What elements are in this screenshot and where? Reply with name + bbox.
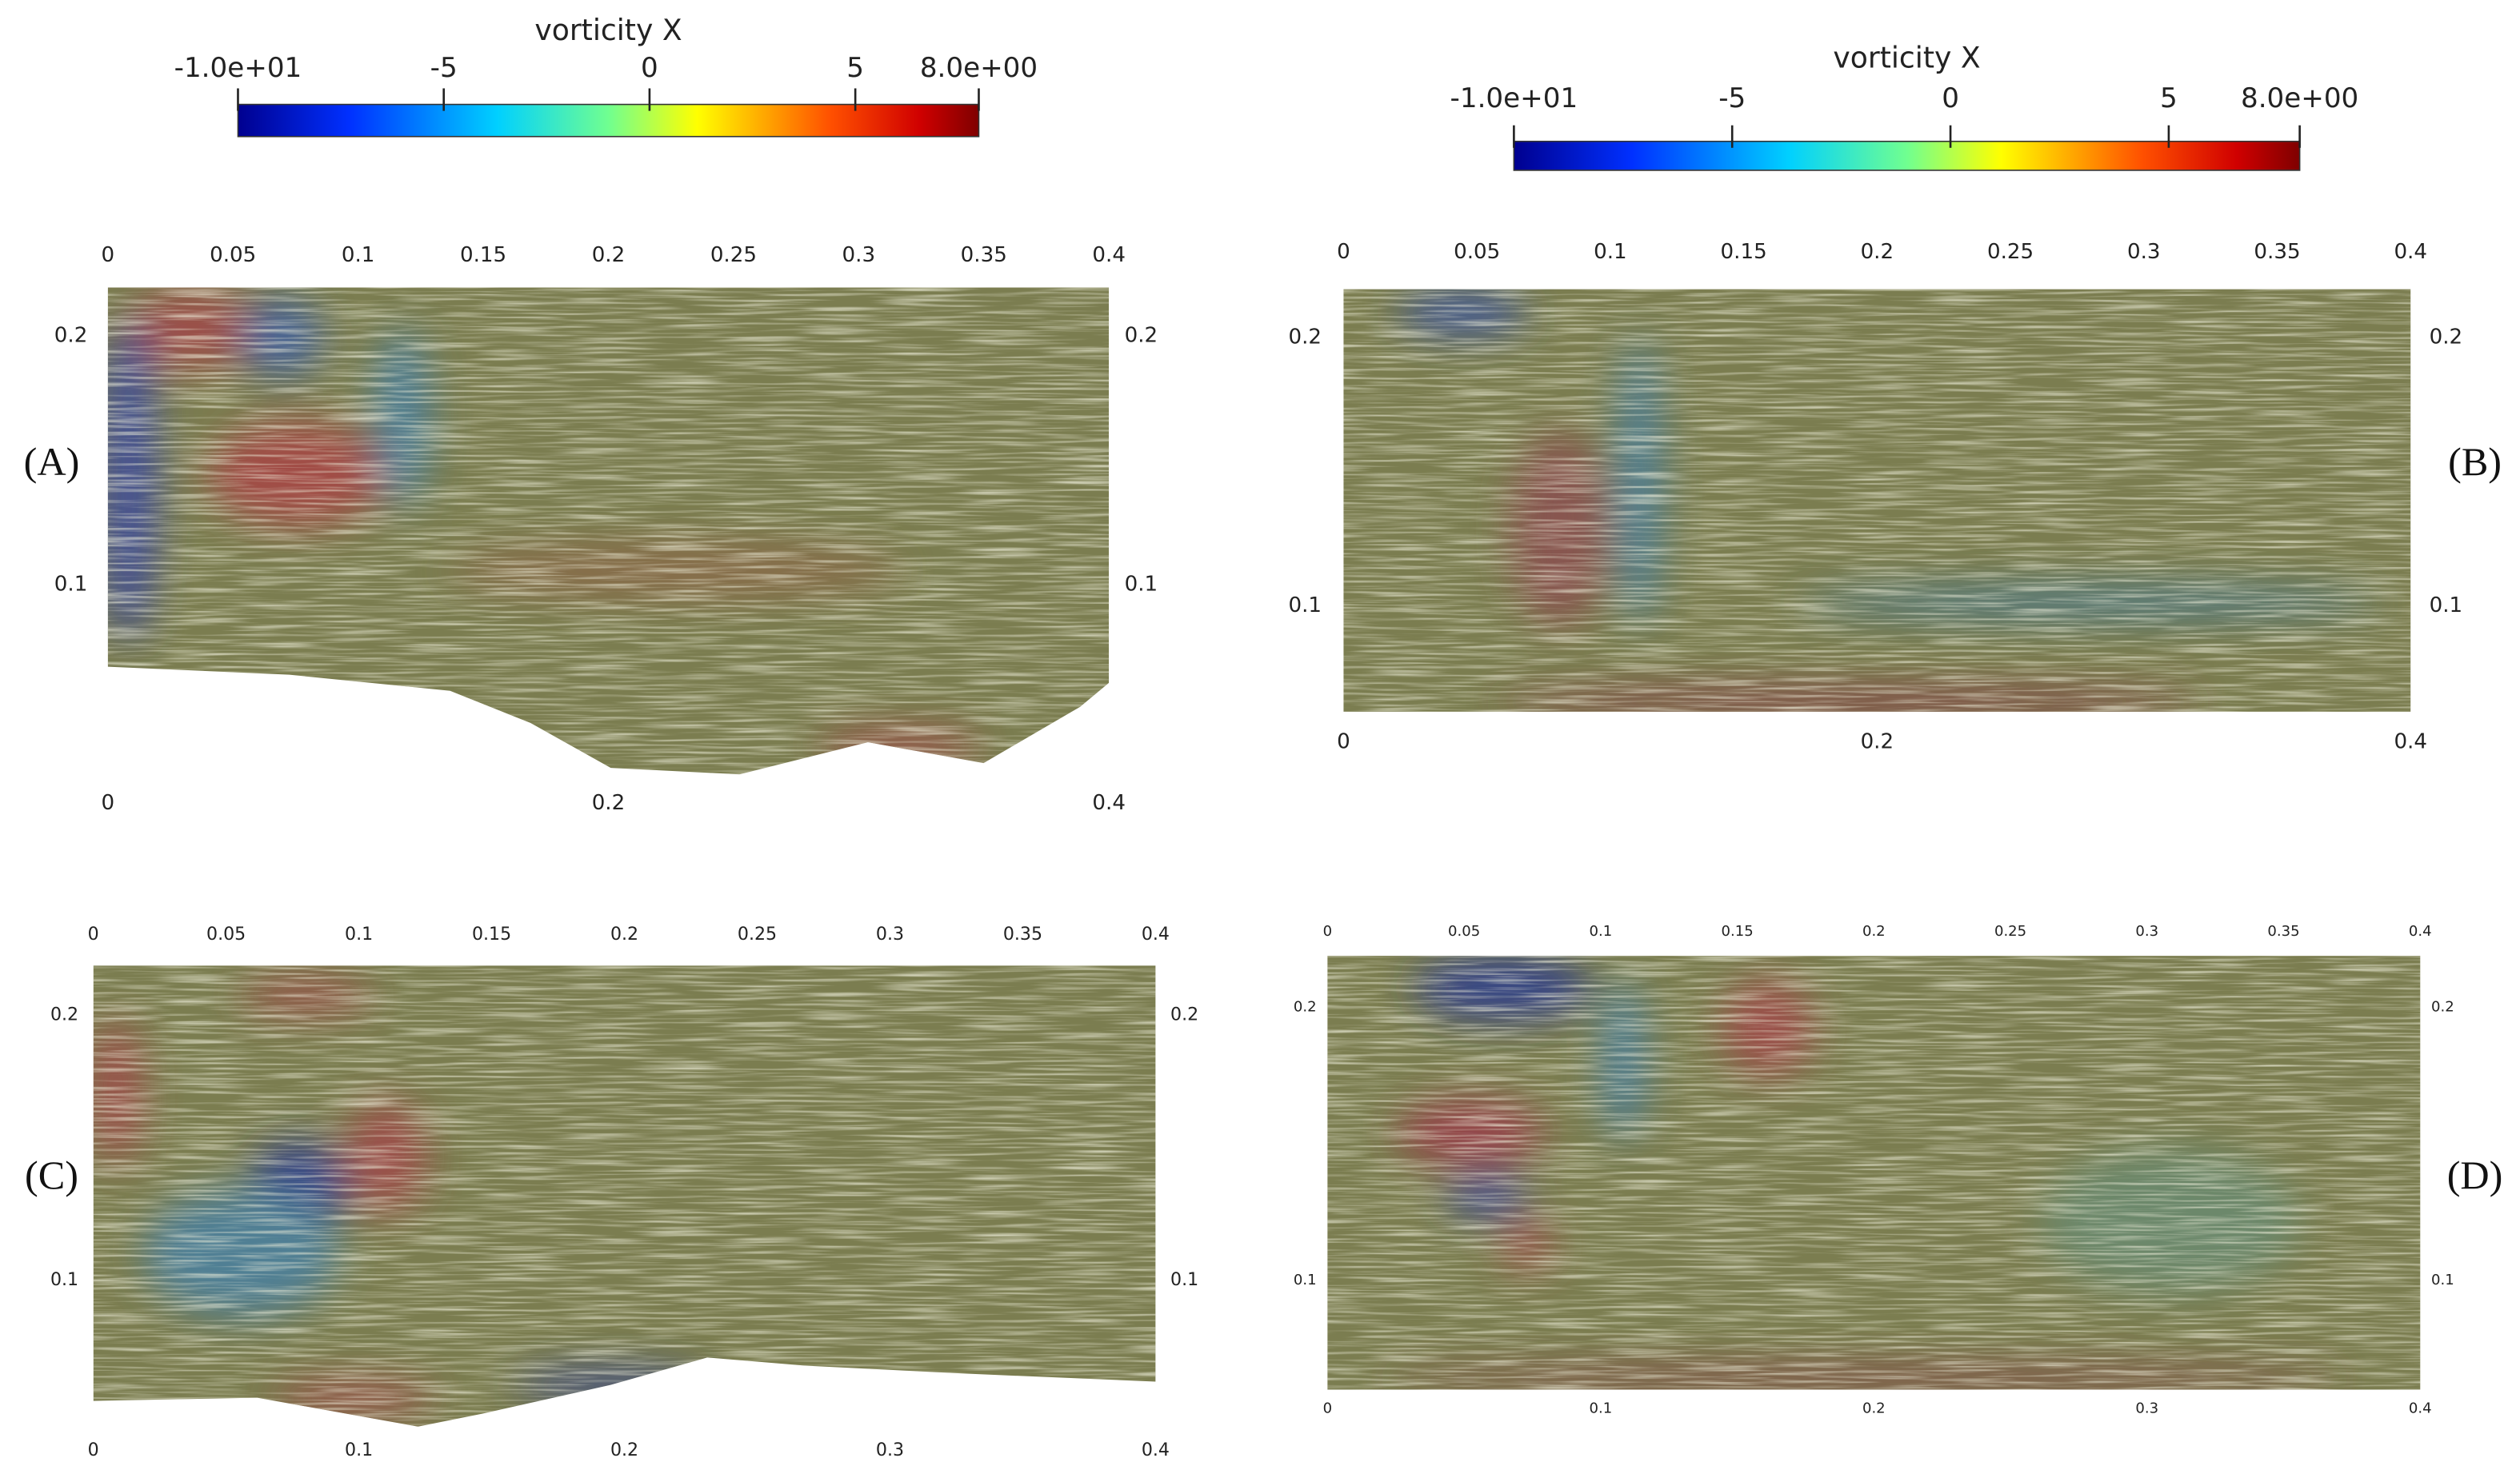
right-tick-label: 0.1 — [2431, 1272, 2454, 1288]
left-tick-label: 0.1 — [1294, 1272, 1317, 1288]
colorbar-tick-label: -5 — [1718, 82, 1746, 114]
colorbar-tick-label: 5 — [846, 52, 864, 84]
bottom-tick-label: 0.4 — [2394, 730, 2427, 754]
colorbar-tick-label: -5 — [430, 52, 458, 84]
top-tick-label: 0.3 — [2135, 923, 2158, 940]
colorbar-tick-label: 5 — [2160, 82, 2178, 114]
colorbar-title: vorticity X — [534, 13, 682, 47]
top-tick-label: 0.35 — [2267, 923, 2299, 940]
bottom-tick-label: 0.4 — [1092, 791, 1126, 815]
bottom-tick-label: 0.1 — [1589, 1400, 1612, 1417]
bottom-tick-label: 0 — [88, 1440, 99, 1460]
top-tick-label: 0.15 — [1721, 923, 1753, 940]
panel-label: (A) — [24, 439, 80, 484]
top-tick-label: 0.15 — [1721, 240, 1767, 264]
left-tick-label: 0.1 — [50, 1269, 78, 1290]
bottom-tick-label: 0.4 — [2409, 1400, 2432, 1417]
colorbar-tick-label: -1.0e+01 — [1450, 82, 1578, 114]
top-tick-label: 0.35 — [1003, 924, 1042, 945]
top-tick-label: 0.15 — [460, 243, 506, 267]
top-tick-label: 0 — [101, 243, 114, 267]
right-tick-label: 0.2 — [2430, 325, 2463, 349]
panel-label: (C) — [25, 1152, 78, 1197]
top-tick-label: 0.25 — [1994, 923, 2026, 940]
colorbar-tick-label: 8.0e+00 — [2241, 82, 2358, 114]
top-tick-label: 0.3 — [876, 924, 904, 945]
colorbar-tick-label: 0 — [641, 52, 658, 84]
top-tick-label: 0 — [1323, 923, 1333, 940]
top-tick-label: 0.25 — [738, 924, 777, 945]
left-tick-label: 0.2 — [1294, 998, 1317, 1015]
top-tick-label: 0.1 — [342, 243, 375, 267]
colorbar — [237, 103, 980, 138]
top-tick-label: 0.35 — [2254, 240, 2300, 264]
colorbar-tick-label: 0 — [1942, 82, 1959, 114]
left-tick-label: 0.1 — [1288, 593, 1322, 617]
bottom-tick-label: 0.3 — [2135, 1400, 2158, 1417]
flow-field-d — [1327, 956, 2421, 1390]
flow-field-b — [1343, 289, 2411, 712]
flow-field-c — [93, 965, 1156, 1427]
bottom-tick-label: 0 — [1323, 1400, 1333, 1417]
top-tick-label: 0.1 — [1594, 240, 1627, 264]
colorbar-title: vorticity X — [1833, 40, 1980, 74]
left-tick-label: 0.1 — [54, 573, 88, 597]
top-tick-label: 0.3 — [842, 243, 876, 267]
left-tick-label: 0.2 — [54, 323, 88, 347]
top-tick-label: 0.3 — [2127, 240, 2161, 264]
right-tick-label: 0.1 — [1125, 573, 1158, 597]
top-tick-label: 0.05 — [210, 243, 256, 267]
top-tick-label: 0.4 — [2409, 923, 2432, 940]
bottom-tick-label: 0.4 — [1142, 1440, 1170, 1460]
top-tick-label: 0.1 — [345, 924, 373, 945]
bottom-tick-label: 0 — [101, 791, 114, 815]
right-tick-label: 0.2 — [1125, 323, 1158, 347]
colorbar — [1513, 140, 2301, 171]
bottom-tick-label: 0.2 — [592, 791, 626, 815]
top-tick-label: 0.25 — [1987, 240, 2034, 264]
top-tick-label: 0.1 — [1589, 923, 1612, 940]
top-tick-label: 0.2 — [610, 924, 638, 945]
top-tick-label: 0.4 — [1142, 924, 1170, 945]
top-tick-label: 0 — [1337, 240, 1350, 264]
bottom-tick-label: 0 — [1337, 730, 1350, 754]
left-tick-label: 0.2 — [1288, 325, 1322, 349]
bottom-tick-label: 0.2 — [610, 1440, 638, 1460]
bottom-tick-label: 0.2 — [1862, 1400, 1886, 1417]
left-tick-label: 0.2 — [50, 1004, 78, 1025]
top-tick-label: 0.35 — [961, 243, 1007, 267]
top-tick-label: 0.4 — [2394, 240, 2427, 264]
right-tick-label: 0.1 — [2430, 593, 2463, 617]
top-tick-label: 0.05 — [1448, 923, 1480, 940]
flow-field-a — [107, 287, 1110, 775]
right-tick-label: 0.2 — [2431, 998, 2454, 1015]
right-tick-label: 0.1 — [1170, 1269, 1198, 1290]
bottom-tick-label: 0.3 — [876, 1440, 904, 1460]
panel-label: (B) — [2448, 439, 2502, 484]
top-tick-label: 0.2 — [592, 243, 626, 267]
bottom-tick-label: 0.2 — [1861, 730, 1894, 754]
top-tick-label: 0.2 — [1862, 923, 1886, 940]
right-tick-label: 0.2 — [1170, 1004, 1198, 1025]
top-tick-label: 0 — [88, 924, 99, 945]
top-tick-label: 0.05 — [206, 924, 246, 945]
top-tick-label: 0.4 — [1092, 243, 1126, 267]
top-tick-label: 0.05 — [1454, 240, 1500, 264]
colorbar-tick-label: -1.0e+01 — [174, 52, 302, 84]
top-tick-label: 0.25 — [710, 243, 757, 267]
top-tick-label: 0.15 — [472, 924, 511, 945]
panel-label: (D) — [2447, 1152, 2503, 1197]
colorbar-tick-label: 8.0e+00 — [920, 52, 1038, 84]
top-tick-label: 0.2 — [1861, 240, 1894, 264]
bottom-tick-label: 0.1 — [345, 1440, 373, 1460]
